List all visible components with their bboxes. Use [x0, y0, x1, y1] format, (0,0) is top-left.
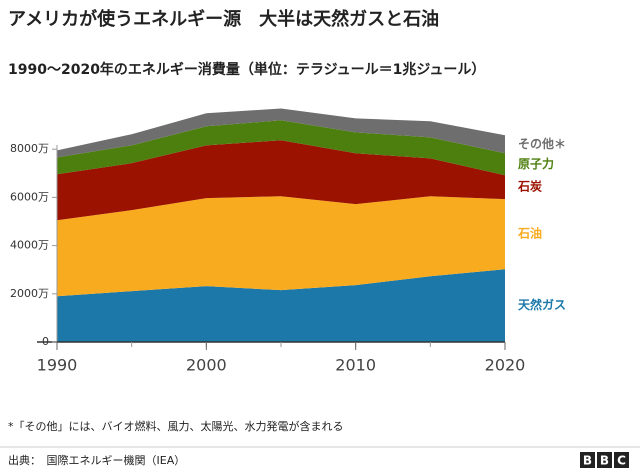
legend-label: 石炭	[517, 179, 542, 194]
y-tick-label: 4000万	[10, 239, 49, 252]
logo-box	[597, 452, 612, 468]
x-tick-label: 1990	[37, 356, 78, 375]
legend-label: 石油	[517, 226, 542, 241]
y-tick-label: 8000万	[10, 142, 49, 155]
logo-box	[614, 452, 629, 468]
area	[57, 269, 505, 342]
legend-label: 原子力	[518, 156, 554, 171]
legend-label: 天然ガス	[518, 297, 566, 312]
x-tick-label: 2020	[485, 356, 526, 375]
chart-title: アメリカが使うエネルギー源 大半は天然ガスと石油	[8, 8, 439, 30]
logo-letter: B	[600, 454, 609, 468]
footnote: *「その他」には、バイオ燃料、風力、太陽光、水力発電が含まれる	[8, 419, 344, 433]
area	[57, 108, 505, 158]
area	[57, 196, 505, 297]
logo-letter: B	[583, 454, 592, 468]
logo-letter: C	[617, 454, 626, 468]
chart-subtitle: 1990〜2020年のエネルギー消費量（単位：テラジュール＝1兆ジュール）	[8, 61, 485, 78]
area	[57, 140, 505, 221]
logo-box	[580, 452, 595, 468]
legend-label: その他＊	[518, 136, 566, 151]
x-tick-label: 2000	[186, 356, 227, 375]
x-tick-label: 2010	[335, 356, 376, 375]
source: 出典： 国際エネルギー機関（IEA）	[8, 453, 185, 467]
y-tick-label: 6000万	[10, 190, 49, 203]
area	[57, 120, 505, 176]
y-tick-label: 0	[42, 335, 49, 348]
y-tick-label: 2000万	[10, 287, 49, 300]
